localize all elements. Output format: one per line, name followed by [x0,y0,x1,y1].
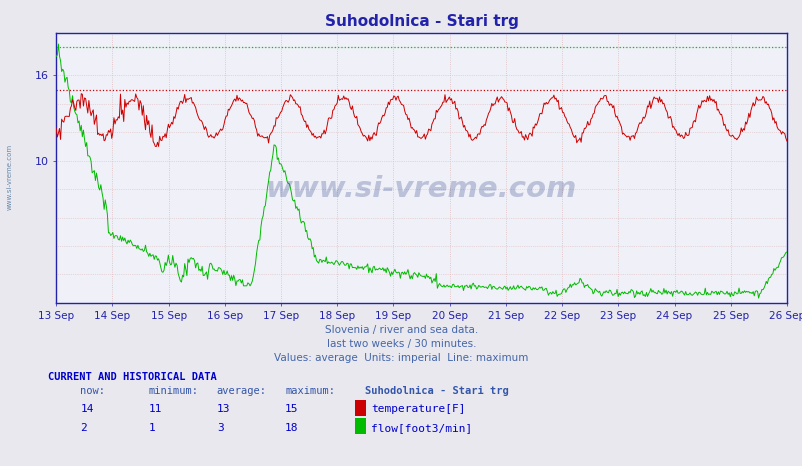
Text: 1: 1 [148,423,155,433]
Text: CURRENT AND HISTORICAL DATA: CURRENT AND HISTORICAL DATA [48,372,217,382]
Title: Suhodolnica - Stari trg: Suhodolnica - Stari trg [324,14,518,29]
Text: www.si-vreme.com: www.si-vreme.com [6,144,12,210]
Text: 18: 18 [285,423,298,433]
Text: www.si-vreme.com: www.si-vreme.com [265,175,577,203]
Text: 13: 13 [217,404,230,414]
Text: 2: 2 [80,423,87,433]
Text: last two weeks / 30 minutes.: last two weeks / 30 minutes. [326,339,476,349]
Text: 11: 11 [148,404,162,414]
Text: now:: now: [80,386,105,396]
Text: 14: 14 [80,404,94,414]
Text: Suhodolnica - Stari trg: Suhodolnica - Stari trg [365,386,508,396]
Text: temperature[F]: temperature[F] [371,404,465,414]
Text: Slovenia / river and sea data.: Slovenia / river and sea data. [325,325,477,335]
Text: 15: 15 [285,404,298,414]
Text: maximum:: maximum: [285,386,334,396]
Text: flow[foot3/min]: flow[foot3/min] [371,423,472,433]
Text: average:: average: [217,386,266,396]
Text: minimum:: minimum: [148,386,198,396]
Text: Values: average  Units: imperial  Line: maximum: Values: average Units: imperial Line: ma… [274,353,528,363]
Text: 3: 3 [217,423,223,433]
